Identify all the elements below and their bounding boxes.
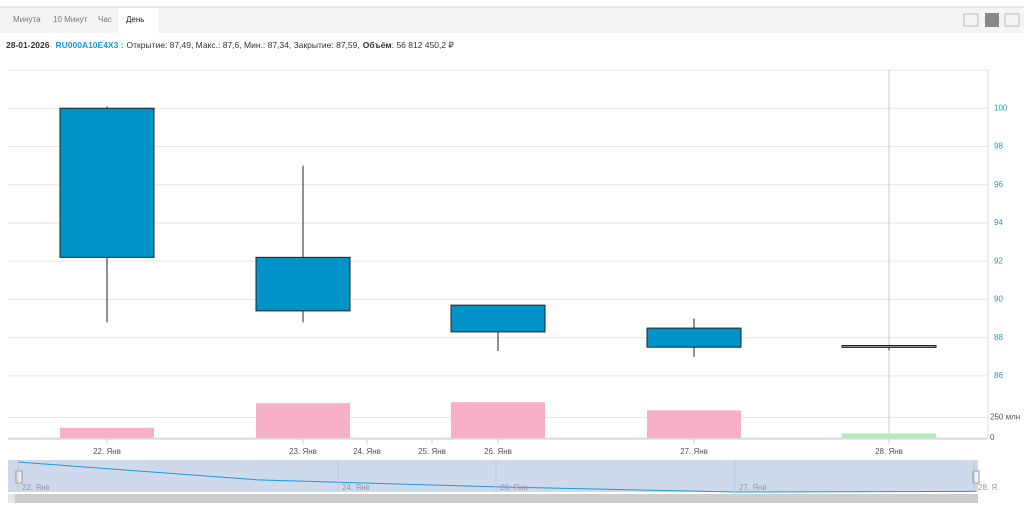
x-tick-label: 24. Янв: [353, 447, 381, 456]
navigator-label: 22. Янв: [22, 483, 50, 492]
candle-body: [646, 327, 742, 348]
navigator-label: 26. Янв: [500, 483, 528, 492]
line-icon[interactable]: [963, 13, 979, 27]
volume-bar: [256, 403, 350, 438]
tab[interactable]: Минута: [13, 15, 41, 24]
y-tick-label: 100: [994, 103, 1008, 112]
candle-icon[interactable]: [985, 13, 999, 27]
active-tab-bg: [118, 8, 158, 33]
y2-tick-label: 250 млн: [990, 413, 1020, 422]
y-tick-label: 86: [994, 371, 1003, 380]
volume-bar: [647, 410, 741, 438]
y-tick-label: 88: [994, 333, 1003, 342]
ticker: RU000A10E4X3 :: [55, 40, 123, 50]
y-tick-label: 94: [994, 218, 1003, 227]
candle-body: [450, 304, 546, 333]
volume-bar: [842, 433, 936, 438]
scrollbar-thumb[interactable]: [15, 494, 978, 503]
volume-label: Объём: [363, 40, 392, 50]
x-tick-label: 22. Янв: [93, 447, 121, 456]
x-tick-label: 28. Янв: [875, 447, 903, 456]
tab[interactable]: День: [126, 15, 144, 24]
navigator-handle[interactable]: [972, 470, 980, 484]
x-tick-label: 25. Янв: [418, 447, 446, 456]
ohlc-icon[interactable]: [1004, 13, 1020, 27]
info-date: 28-01-2026 RU000A10E4X3 : Открытие: 87,49,…: [6, 40, 454, 50]
tab[interactable]: Час: [98, 15, 112, 24]
navigator-label: 28. Я: [978, 483, 997, 492]
navigator-handle[interactable]: [15, 470, 23, 484]
toolbar: [0, 7, 1024, 33]
y-tick-label: 92: [994, 256, 1003, 265]
y-tick-label: 90: [994, 295, 1003, 304]
candle-body: [255, 256, 351, 312]
navigator-label: 24. Янв: [342, 483, 370, 492]
candle-body: [841, 344, 937, 348]
volume-value: : 56 812 450,2 ₽: [392, 40, 455, 50]
y-tick-label: 96: [994, 180, 1003, 189]
volume-bar: [60, 427, 154, 438]
volume-bar: [451, 402, 545, 438]
x-tick-label: 23. Янв: [289, 447, 317, 456]
tab[interactable]: 10 Минут: [53, 15, 88, 24]
x-tick-label: 26. Янв: [484, 447, 512, 456]
y2-tick-label: 0: [990, 433, 995, 442]
candle-body: [59, 107, 155, 258]
ohlc: Открытие: 87,49, Макс.: 87,6, Мин.: 87,3…: [127, 40, 360, 50]
date: 28-01-2026: [6, 40, 50, 50]
x-tick-label: 27. Янв: [680, 447, 708, 456]
navigator-line: [17, 461, 977, 493]
navigator-label: 27. Янв: [739, 483, 767, 492]
y-tick-label: 98: [994, 142, 1003, 151]
